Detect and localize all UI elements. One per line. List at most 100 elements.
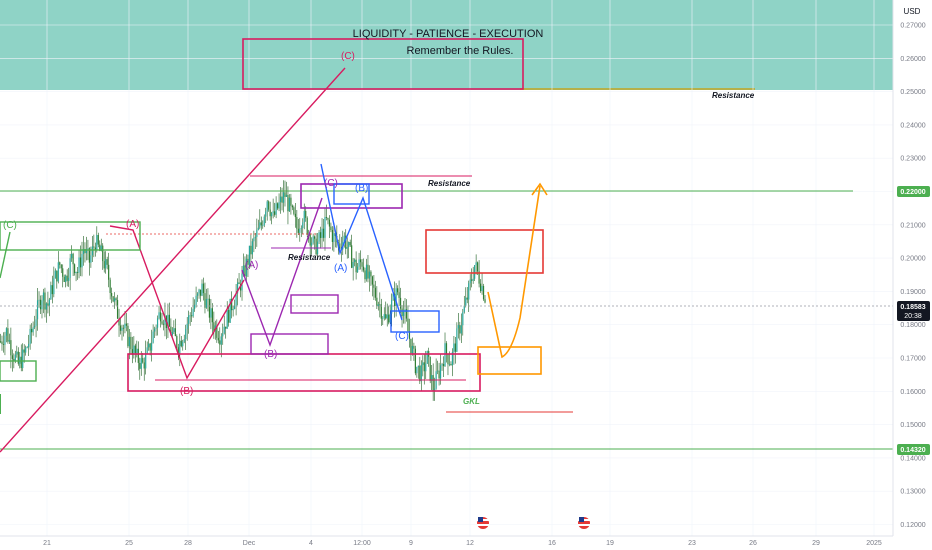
candle-body bbox=[220, 336, 222, 345]
candle-body bbox=[2, 343, 5, 345]
y-tick-label: 0.19000 bbox=[900, 289, 925, 296]
candle-body bbox=[167, 314, 169, 329]
candle-body bbox=[331, 230, 334, 242]
candle-body bbox=[134, 345, 136, 353]
candle-body bbox=[268, 201, 270, 210]
candle-body bbox=[65, 275, 67, 283]
candle-body bbox=[216, 325, 218, 338]
candle-body bbox=[245, 258, 248, 277]
candle-body bbox=[271, 212, 273, 217]
y-tick-label: 0.17000 bbox=[900, 356, 925, 363]
y-tick-label: 0.13000 bbox=[900, 489, 925, 496]
candle-body bbox=[438, 370, 440, 379]
candle-body bbox=[253, 238, 255, 242]
candle-body bbox=[28, 343, 30, 348]
candle-body bbox=[256, 229, 258, 237]
price-axis[interactable]: 0.27000 0.26000 0.25000 0.24000 0.23000 0.220… bbox=[892, 0, 932, 550]
candle-body bbox=[463, 305, 465, 313]
candle-body bbox=[439, 365, 442, 379]
candle-body bbox=[124, 323, 126, 329]
candle-body bbox=[149, 343, 151, 351]
candle-body bbox=[174, 328, 176, 337]
candle-body bbox=[140, 358, 142, 369]
candle-body bbox=[235, 293, 237, 307]
candle-body bbox=[325, 217, 328, 218]
y-tick-label: 0.27000 bbox=[900, 23, 925, 30]
candle-body bbox=[225, 326, 227, 329]
candle-body bbox=[303, 210, 305, 223]
header-line-2: Remember the Rules. bbox=[407, 45, 514, 57]
candle-body bbox=[19, 356, 21, 364]
candle-body bbox=[1, 341, 3, 344]
candle-body bbox=[266, 201, 268, 212]
candle-body bbox=[377, 304, 379, 307]
candle-body bbox=[457, 325, 459, 329]
wave-c-line bbox=[0, 67, 346, 453]
candle-body bbox=[355, 259, 357, 273]
candle-body bbox=[112, 296, 114, 302]
us-flag-icon-2[interactable] bbox=[578, 517, 590, 529]
candle-body bbox=[417, 365, 419, 367]
candle-body bbox=[471, 279, 473, 281]
candle-body bbox=[79, 257, 82, 268]
candle-body bbox=[192, 308, 194, 317]
us-flag-icon-1[interactable] bbox=[477, 517, 489, 529]
candle-body bbox=[25, 347, 27, 353]
y-tick-label: 0.14000 bbox=[900, 455, 925, 462]
candle-body bbox=[432, 375, 434, 391]
candle-body bbox=[50, 285, 52, 300]
candle-body bbox=[222, 333, 224, 337]
wave-label-c-top: (C) bbox=[341, 51, 355, 62]
candle-body bbox=[96, 234, 98, 251]
candle-body bbox=[196, 293, 199, 296]
candle-body bbox=[198, 289, 200, 294]
candle-body bbox=[8, 340, 10, 342]
candle-body bbox=[469, 279, 471, 284]
candle-body bbox=[97, 234, 99, 245]
x-tick-label: 9 bbox=[409, 540, 413, 547]
level-badge-01432 bbox=[897, 444, 930, 455]
candle-body bbox=[422, 362, 424, 366]
candle-body bbox=[201, 283, 203, 296]
candle-body bbox=[278, 202, 280, 209]
y-tick-label: 0.23000 bbox=[900, 156, 925, 163]
candle-body bbox=[465, 297, 467, 306]
candle-body bbox=[63, 276, 65, 283]
candle-body bbox=[386, 314, 388, 319]
candle-body bbox=[318, 232, 320, 242]
candle-body bbox=[219, 340, 221, 345]
candle-body bbox=[391, 299, 393, 314]
purple-box-mid bbox=[290, 294, 339, 314]
candle-body bbox=[299, 228, 301, 233]
candle-body bbox=[374, 287, 376, 298]
candle-body bbox=[130, 336, 132, 350]
candle-body bbox=[405, 309, 408, 319]
candle-body bbox=[180, 340, 182, 347]
candle-body bbox=[188, 315, 190, 324]
candle-body bbox=[168, 314, 171, 327]
candle-body bbox=[232, 308, 234, 311]
time-axis[interactable]: 21 25 28 Dec 4 12:00 9 12 16 19 23 26 29 2025 bbox=[0, 535, 893, 550]
candle-body bbox=[398, 292, 400, 298]
candle-body bbox=[248, 245, 251, 265]
candle-body bbox=[119, 325, 122, 331]
candle-body bbox=[202, 283, 205, 294]
candle-body bbox=[91, 246, 93, 256]
x-tick-label: Dec bbox=[243, 540, 256, 547]
candle-body bbox=[451, 351, 454, 366]
candle-body bbox=[113, 298, 116, 302]
candle-body bbox=[199, 289, 202, 296]
candle-body bbox=[257, 227, 259, 230]
candle-body bbox=[297, 228, 299, 233]
candle-body bbox=[445, 343, 448, 355]
candle-body bbox=[321, 228, 323, 238]
last-price-badge bbox=[897, 301, 930, 321]
candle-body bbox=[373, 284, 375, 288]
candle-body bbox=[162, 323, 165, 325]
x-tick-label: 29 bbox=[812, 540, 820, 547]
candle-body bbox=[305, 210, 307, 218]
blue-wave-line bbox=[320, 163, 403, 321]
candle-body bbox=[479, 283, 482, 292]
candle-body bbox=[161, 321, 163, 324]
